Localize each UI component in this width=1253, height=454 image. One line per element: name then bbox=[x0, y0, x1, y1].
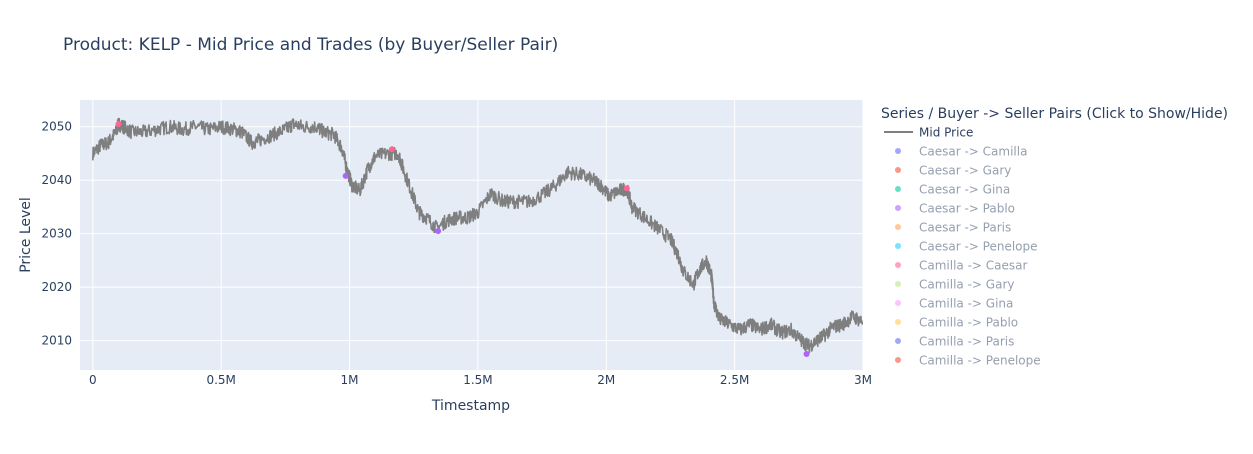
legend-marker-swatch bbox=[895, 319, 901, 325]
legend-item-pair[interactable]: Camilla -> Penelope bbox=[895, 354, 1041, 368]
legend-item-pair[interactable]: Caesar -> Paris bbox=[895, 221, 1011, 235]
legend-item-pair[interactable]: Camilla -> Gina bbox=[895, 297, 1013, 311]
chart-title: Product: KELP - Mid Price and Trades (by… bbox=[63, 35, 558, 55]
legend-marker-swatch bbox=[895, 205, 901, 211]
legend-item-pair[interactable]: Camilla -> Paris bbox=[895, 335, 1014, 349]
legend-item-pair[interactable]: Caesar -> Penelope bbox=[895, 240, 1038, 254]
x-axis-title: Timestamp bbox=[431, 398, 510, 414]
legend-label: Caesar -> Camilla bbox=[919, 145, 1027, 159]
legend-item-mid-price[interactable]: Mid Price bbox=[884, 126, 973, 140]
legend-item-pair[interactable]: Camilla -> Gary bbox=[895, 278, 1014, 292]
trade-marker bbox=[803, 350, 810, 357]
x-tick-label: 2M bbox=[597, 373, 615, 387]
legend-label: Mid Price bbox=[919, 126, 973, 140]
y-tick-label: 2020 bbox=[41, 280, 72, 294]
legend-label: Caesar -> Pablo bbox=[919, 202, 1015, 216]
y-tick-label: 2010 bbox=[41, 334, 72, 348]
legend-marker-swatch bbox=[895, 243, 901, 249]
trade-marker bbox=[115, 121, 122, 128]
x-tick-label: 0.5M bbox=[206, 373, 235, 387]
x-tick-label: 0 bbox=[89, 373, 97, 387]
x-tick-label: 3M bbox=[854, 373, 872, 387]
legend-item-pair[interactable]: Caesar -> Gary bbox=[895, 164, 1011, 178]
legend-marker-swatch bbox=[895, 148, 901, 154]
legend-marker-swatch bbox=[895, 357, 901, 363]
legend: Series / Buyer -> Seller Pairs (Click to… bbox=[881, 106, 1228, 368]
legend-item-pair[interactable]: Caesar -> Gina bbox=[895, 183, 1010, 197]
y-tick-label: 2040 bbox=[41, 173, 72, 187]
legend-label: Camilla -> Pablo bbox=[919, 316, 1018, 330]
legend-item-pair[interactable]: Caesar -> Camilla bbox=[895, 145, 1027, 159]
legend-label: Caesar -> Paris bbox=[919, 221, 1011, 235]
mid-price-line bbox=[92, 117, 863, 353]
y-axis-title: Price Level bbox=[18, 197, 34, 273]
x-axis: 0 0.5M 1M 1.5M 2M 2.5M 3M bbox=[89, 373, 872, 387]
x-tick-label: 2.5M bbox=[720, 373, 749, 387]
legend-label: Caesar -> Gina bbox=[919, 183, 1010, 197]
trade-marker bbox=[623, 185, 630, 192]
legend-label: Caesar -> Gary bbox=[919, 164, 1011, 178]
x-tick-label: 1M bbox=[341, 373, 359, 387]
legend-marker-swatch bbox=[895, 262, 901, 268]
legend-marker-swatch bbox=[895, 224, 901, 230]
series-layer bbox=[92, 117, 863, 357]
legend-title: Series / Buyer -> Seller Pairs (Click to… bbox=[881, 106, 1228, 122]
legend-marker-swatch bbox=[895, 186, 901, 192]
grid bbox=[80, 100, 864, 370]
x-tick-label: 1.5M bbox=[463, 373, 492, 387]
trade-marker bbox=[435, 227, 442, 234]
legend-item-pair[interactable]: Camilla -> Caesar bbox=[895, 259, 1028, 273]
legend-marker-swatch bbox=[895, 167, 901, 173]
legend-label: Camilla -> Gary bbox=[919, 278, 1014, 292]
trade-marker bbox=[388, 146, 395, 153]
y-tick-label: 2050 bbox=[41, 120, 72, 134]
legend-label: Camilla -> Paris bbox=[919, 335, 1014, 349]
legend-label: Camilla -> Penelope bbox=[919, 354, 1041, 368]
legend-label: Camilla -> Gina bbox=[919, 297, 1013, 311]
y-tick-label: 2030 bbox=[41, 227, 72, 241]
legend-label: Caesar -> Penelope bbox=[919, 240, 1038, 254]
legend-marker-swatch bbox=[895, 300, 901, 306]
legend-item-pair[interactable]: Camilla -> Pablo bbox=[895, 316, 1018, 330]
legend-label: Camilla -> Caesar bbox=[919, 259, 1028, 273]
legend-marker-swatch bbox=[895, 338, 901, 344]
legend-item-pair[interactable]: Caesar -> Pablo bbox=[895, 202, 1015, 216]
trade-marker bbox=[342, 172, 349, 179]
y-axis: 2010 2020 2030 2040 2050 bbox=[41, 120, 72, 348]
legend-marker-swatch bbox=[895, 281, 901, 287]
